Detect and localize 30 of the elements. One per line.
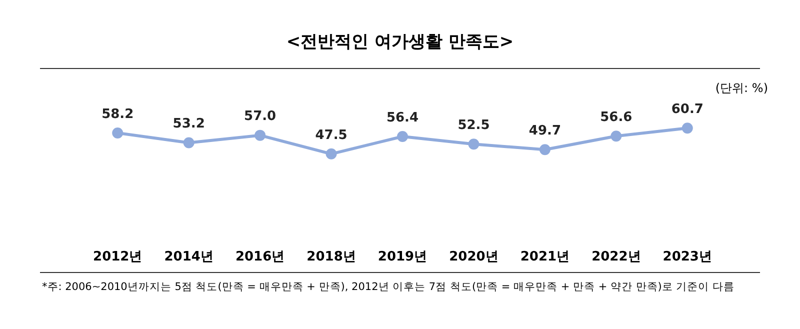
x-tick-label: 2014년	[164, 250, 214, 265]
data-label: 56.4	[386, 110, 419, 126]
text: *주: 2006~2010년까지는 5점 척도(만족 = 매우만족 + 만족), 2012년 이후는 7점 척도(만족 = 매우만족 + 만족 + 약간 만족)로 기준이 다름	[42, 280, 735, 294]
data-label: 56.6	[600, 110, 632, 125]
x-tick-label: 2020년	[449, 250, 498, 265]
point	[397, 131, 408, 142]
point	[326, 148, 337, 160]
x-tick-label: 2019년	[378, 250, 428, 265]
x-tick-label: 2022년	[592, 250, 641, 265]
data-label: 58.2	[102, 106, 134, 122]
data-label: 49.7	[528, 123, 561, 138]
point	[539, 144, 550, 156]
x-tick-label: 2021년	[520, 250, 570, 265]
data-label: 47.5	[315, 128, 348, 143]
text: (단위: %)	[715, 80, 768, 97]
data-label: 53.2	[172, 116, 205, 132]
x-tick-label: 2018년	[306, 250, 356, 265]
data-label: 57.0	[244, 109, 276, 124]
data-label: 60.7	[671, 102, 704, 117]
point	[254, 130, 266, 141]
point	[682, 122, 693, 134]
data-label: 52.5	[458, 118, 490, 134]
x-tick-label: 2023년	[662, 250, 712, 265]
chart-title: <전반적인 여가생활 만족도>	[285, 31, 515, 53]
point	[183, 137, 194, 148]
point	[112, 127, 124, 138]
point	[610, 130, 622, 142]
x-tick-label: 2016년	[235, 250, 285, 265]
x-tick-label: 2012년	[93, 250, 142, 265]
point	[468, 138, 480, 150]
